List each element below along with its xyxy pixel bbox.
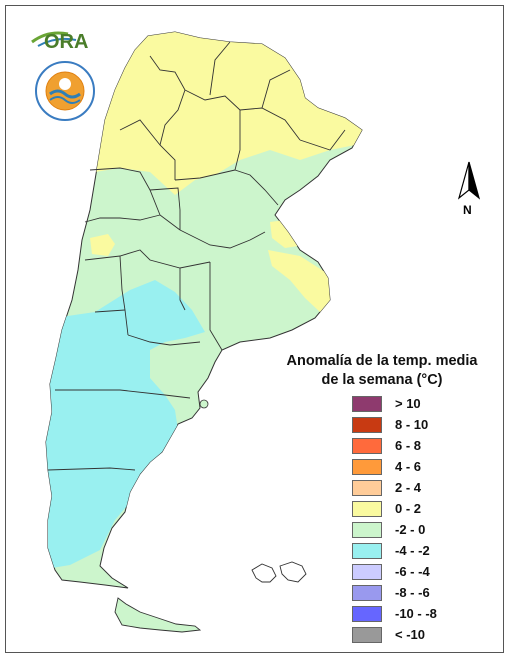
- legend-item: -6 - -4: [352, 564, 502, 580]
- legend-item: 8 - 10: [352, 417, 502, 433]
- province-boundaries: [47, 41, 346, 471]
- svg-text:ORA: ORA: [44, 31, 88, 53]
- zone-0-2-west: [90, 234, 115, 256]
- legend-swatch: [352, 564, 382, 580]
- legend-item: -8 - -6: [352, 585, 502, 601]
- zone-0-2-coast: [268, 250, 340, 312]
- legend-swatch: [352, 606, 382, 622]
- legend-swatch: [352, 480, 382, 496]
- legend-swatch: [352, 459, 382, 475]
- legend-label: -6 - -4: [395, 564, 430, 579]
- ora-logo: ORA: [31, 31, 88, 53]
- legend-item: -4 - -2: [352, 543, 502, 559]
- legend-label: 4 - 6: [395, 459, 422, 474]
- legend-swatch: [352, 585, 382, 601]
- legend-swatch: [352, 501, 382, 517]
- legend-swatch: [352, 522, 382, 538]
- legend-label: 6 - 8: [395, 438, 422, 453]
- legend-item: 4 - 6: [352, 459, 502, 475]
- legend-item: > 10: [352, 396, 502, 412]
- legend-title-line1: Anomalía de la temp. media: [286, 353, 478, 369]
- legend-label: -8 - -6: [395, 585, 430, 600]
- north-label: N: [463, 203, 472, 217]
- legend-swatch: [352, 438, 382, 454]
- legend-label: 0 - 2: [395, 501, 422, 516]
- legend-swatch: [352, 543, 382, 559]
- legend-swatch: [352, 396, 382, 412]
- legend-swatch: [352, 417, 382, 433]
- legend-label: 8 - 10: [395, 417, 429, 432]
- zone-neg4-neg2: [46, 280, 205, 570]
- legend-title-line2: de la semana (°C): [321, 372, 443, 388]
- legend-label: -4 - -2: [395, 543, 430, 558]
- legend-item: -2 - 0: [352, 522, 502, 538]
- legend-label: 2 - 4: [395, 480, 422, 495]
- malvinas-islands: [251, 561, 307, 583]
- legend-label: -2 - 0: [395, 522, 426, 537]
- legend-swatch: [352, 627, 382, 643]
- legend-item: < -10: [352, 627, 502, 643]
- legend-label: > 10: [395, 396, 421, 411]
- legend-label: < -10: [395, 627, 425, 642]
- north-arrow-icon: [457, 161, 481, 200]
- tierra-del-fuego: [114, 597, 202, 633]
- smn-seal-logo: [35, 61, 95, 121]
- legend-item: 2 - 4: [352, 480, 502, 496]
- legend-title: Anomalía de la temp. media de la semana …: [282, 352, 482, 390]
- legend-item: 0 - 2: [352, 501, 502, 517]
- legend-item: -10 - -8: [352, 606, 502, 622]
- legend-item: 6 - 8: [352, 438, 502, 454]
- legend-label: -10 - -8: [395, 606, 437, 621]
